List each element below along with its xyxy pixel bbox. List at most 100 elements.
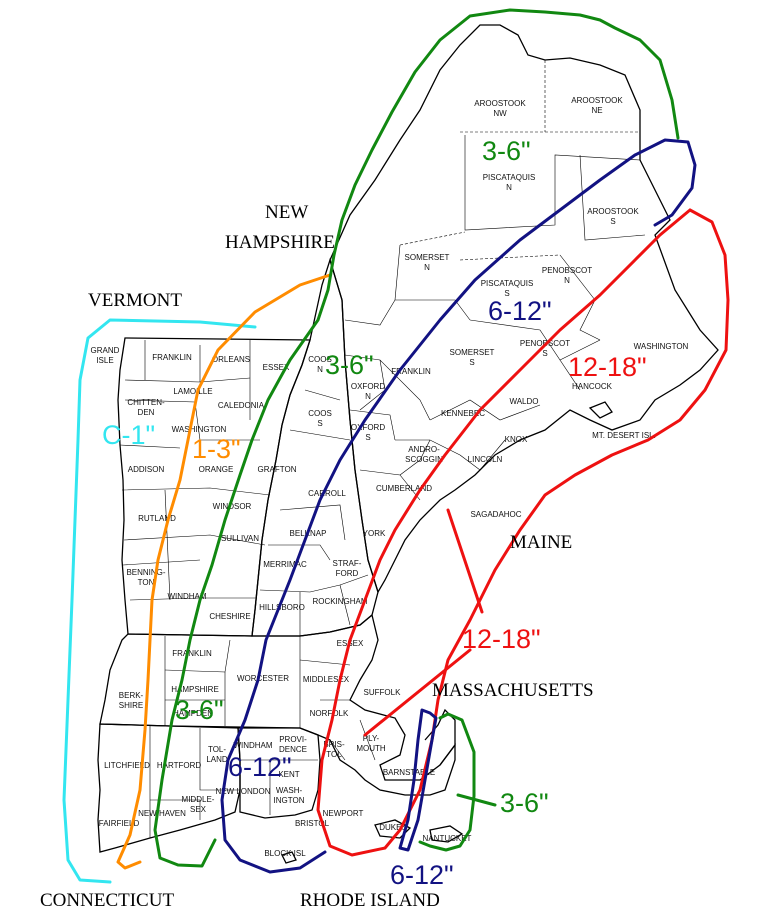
county-label: N	[506, 183, 512, 192]
county-label: HANCOCK	[572, 382, 613, 391]
block-island	[281, 851, 297, 864]
county-label: TOL	[326, 750, 342, 759]
county-label: HAMPDEN	[173, 709, 213, 718]
county-label: COOS	[308, 409, 332, 418]
county-label: ORLEANS	[212, 355, 250, 364]
new-hampshire-outline	[251, 257, 379, 637]
contour-6-12-main	[220, 138, 697, 874]
state-label-new-hampshire: NEW	[265, 202, 308, 223]
county-label: S	[610, 217, 615, 226]
county-label: S	[542, 349, 547, 358]
county-label: NANTUCKET	[423, 834, 472, 843]
county-label: LINCOLN	[468, 455, 503, 464]
county-label: DENCE	[279, 745, 307, 754]
county-label: COOS	[308, 355, 332, 364]
county-label: CUMBERLAND	[376, 484, 432, 493]
county-label: WALDO	[509, 397, 538, 406]
county-label: FRANKLIN	[391, 367, 431, 376]
county-label: HAMPSHIRE	[171, 685, 219, 694]
county-label: INGTON	[274, 796, 305, 805]
county-label: CHITTEN-	[127, 398, 165, 407]
contour-1-3	[116, 273, 332, 870]
county-label: BERK-	[119, 691, 144, 700]
county-label: LAND	[206, 755, 228, 764]
county-label: NEWPORT	[323, 809, 364, 818]
county-label: N	[564, 276, 570, 285]
state-label-maine: MAINE	[510, 532, 572, 553]
nantucket-island	[429, 825, 464, 843]
county-label: PISCATAQUIS	[481, 279, 534, 288]
band-label-12-18: 12-18"	[568, 352, 647, 382]
state-label-vermont: VERMONT	[88, 290, 182, 311]
county-label: OXFORD	[351, 382, 385, 391]
band-label-3-6: 3-6"	[500, 788, 549, 818]
county-label: MOUTH	[356, 744, 386, 753]
state-label-rhode-island: RHODE ISLAND	[300, 890, 440, 911]
county-label: PROVI-	[279, 735, 307, 744]
contour-12-18	[316, 208, 730, 857]
county-label: DUKES	[379, 823, 407, 832]
county-label: N	[317, 365, 323, 374]
contour-c1	[62, 318, 257, 884]
county-label: AROOSTOOK	[587, 207, 639, 216]
county-label: NE	[591, 106, 602, 115]
county-label: BARNSTABLE	[383, 768, 435, 777]
county-label: NW	[493, 109, 507, 118]
county-label: KENT	[278, 770, 299, 779]
county-label: MT. DESERT ISL.	[592, 431, 656, 440]
county-label: BENNING-	[126, 568, 165, 577]
county-label: AROOSTOOK	[474, 99, 526, 108]
contour-6-12-cape	[398, 708, 438, 852]
county-label: NEW LONDON	[215, 787, 270, 796]
county-label: SHIRE	[119, 701, 143, 710]
county-label: NORFOLK	[310, 709, 349, 718]
county-label: ISLE	[96, 356, 113, 365]
county-label: BRIS-	[323, 740, 345, 749]
county-label: WASHINGTON	[634, 342, 689, 351]
rhode-island-outline	[237, 727, 321, 819]
county-label: SOMERSET	[450, 348, 495, 357]
state-label-new-hampshire: HAMPSHIRE	[225, 232, 335, 253]
county-label: CALEDONIA	[218, 401, 265, 410]
county-label: DEN	[138, 408, 155, 417]
band-label-6-12: 6-12"	[488, 296, 552, 326]
county-label: SULLIVAN	[221, 534, 259, 543]
county-label: BLOCK ISL	[264, 849, 306, 858]
county-label: SUFFOLK	[364, 688, 402, 697]
county-label: AROOSTOOK	[571, 96, 623, 105]
band-label-3-6: 3-6"	[482, 136, 531, 166]
maine-outline	[329, 24, 719, 594]
county-label: KNOX	[505, 435, 528, 444]
county-label: CARROLL	[308, 489, 346, 498]
county-label: PLY-	[363, 734, 380, 743]
county-label: MIDDLESEX	[303, 675, 350, 684]
mt-desert-island	[588, 401, 613, 419]
county-label: GRAFTON	[258, 465, 297, 474]
band-label-c1: C-1"	[102, 420, 155, 450]
county-label: SEX	[190, 805, 207, 814]
county-label: S	[365, 433, 370, 442]
county-label: MERRIMAC	[263, 560, 307, 569]
contour-3-6-main	[153, 8, 680, 868]
county-label: STRAF-	[333, 559, 362, 568]
state-borders	[97, 24, 719, 864]
county-label: YORK	[363, 529, 386, 538]
state-label-connecticut: CONNECTICUT	[40, 890, 174, 911]
band-label-1-3: 1-3"	[192, 434, 241, 464]
county-label: ROCKINGHAM	[312, 597, 367, 606]
county-label: S	[504, 289, 509, 298]
leader-3-6-cape	[456, 793, 497, 807]
county-label: KENNEBEC	[441, 409, 485, 418]
county-label: GRAND	[91, 346, 120, 355]
band-label-6-12: 6-12"	[228, 752, 292, 782]
county-label: HARTFORD	[157, 761, 202, 770]
county-label: FRANKLIN	[172, 649, 212, 658]
county-label: WASHINGTON	[172, 425, 227, 434]
county-label: WINDHAM	[233, 741, 272, 750]
county-label: SOMERSET	[405, 253, 450, 262]
leader-12-18-ma	[363, 648, 472, 737]
county-label: NEW HAVEN	[138, 809, 186, 818]
county-label: LITCHFIELD	[104, 761, 150, 770]
county-label: LAMOILLE	[173, 387, 212, 396]
